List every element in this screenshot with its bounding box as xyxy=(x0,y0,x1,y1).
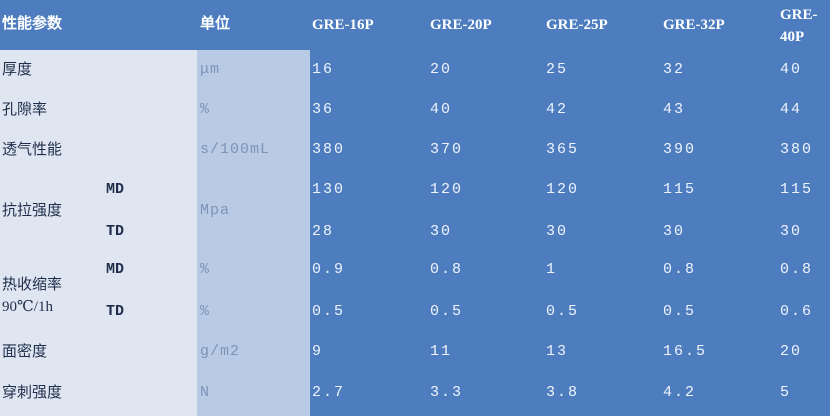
cell-value: 43 xyxy=(663,101,686,118)
unit: % xyxy=(200,101,211,118)
row-label: 抗拉强度 xyxy=(2,203,63,219)
header-label: GRE-20P xyxy=(430,17,492,33)
cell-value: 4.2 xyxy=(663,384,697,401)
row-label: 穿刺强度 xyxy=(2,385,63,401)
row-label: 面密度 xyxy=(2,344,48,360)
unit: Mpa xyxy=(200,202,231,219)
cell-value: 0.6 xyxy=(780,303,814,320)
row-label: 热收缩率 xyxy=(2,277,63,293)
cell-value: 30 xyxy=(546,223,569,240)
cell-value: 120 xyxy=(546,181,580,198)
cell-value: 36 xyxy=(312,101,335,118)
cell-value: 44 xyxy=(780,101,803,118)
unit: % xyxy=(200,303,211,320)
cell-value: 20 xyxy=(780,343,803,360)
cell-value: 0.8 xyxy=(663,261,697,278)
header-label: GRE-32P xyxy=(663,17,725,33)
cell-value: 1 xyxy=(546,261,558,278)
cell-value: 30 xyxy=(663,223,686,240)
row-label: 厚度 xyxy=(2,62,33,78)
row-label: 孔隙率 xyxy=(2,102,48,118)
header-label: GRE-16P xyxy=(312,17,374,33)
cell-value: 370 xyxy=(430,141,464,158)
cell-value: 3.3 xyxy=(430,384,464,401)
sub-label: MD xyxy=(106,181,125,198)
cell-value: 42 xyxy=(546,101,569,118)
cell-value: 25 xyxy=(546,61,569,78)
cell-value: 3.8 xyxy=(546,384,580,401)
cell-value: 120 xyxy=(430,181,464,198)
cell-value: 380 xyxy=(780,141,814,158)
cell-value: 0.5 xyxy=(546,303,580,320)
cell-value: 0.5 xyxy=(430,303,464,320)
unit: N xyxy=(200,384,211,401)
cell-value: 0.8 xyxy=(780,261,814,278)
cell-value: 115 xyxy=(663,181,697,198)
sub-label: TD xyxy=(106,303,125,320)
cell-value: 5 xyxy=(780,384,792,401)
header-label: GRE-40P xyxy=(780,7,818,45)
cell-value: 20 xyxy=(430,61,453,78)
sub-label: TD xyxy=(106,223,125,240)
cell-value: 16.5 xyxy=(663,343,708,360)
unit: μm xyxy=(200,61,221,78)
header-label: 性能参数 xyxy=(2,16,63,32)
cell-value: 40 xyxy=(780,61,803,78)
property-column xyxy=(0,50,197,416)
cell-value: 115 xyxy=(780,181,814,198)
header-label: 单位 xyxy=(200,16,231,32)
cell-value: 380 xyxy=(312,141,346,158)
cell-value: 365 xyxy=(546,141,580,158)
cell-value: 30 xyxy=(780,223,803,240)
cell-value: 11 xyxy=(430,343,453,360)
unit-column xyxy=(197,50,310,416)
cell-value: 0.9 xyxy=(312,261,346,278)
cell-value: 0.5 xyxy=(312,303,346,320)
cell-value: 32 xyxy=(663,61,686,78)
cell-value: 0.8 xyxy=(430,261,464,278)
unit: s/100mL xyxy=(200,141,271,158)
cell-value: 130 xyxy=(312,181,346,198)
cell-value: 40 xyxy=(430,101,453,118)
cell-value: 30 xyxy=(430,223,453,240)
row-label: 透气性能 xyxy=(2,142,63,158)
unit: % xyxy=(200,261,211,278)
row-label: 90℃/1h xyxy=(2,299,53,315)
cell-value: 13 xyxy=(546,343,569,360)
cell-value: 0.5 xyxy=(663,303,697,320)
cell-value: 2.7 xyxy=(312,384,346,401)
sub-label: MD xyxy=(106,261,125,278)
unit: g/m2 xyxy=(200,343,241,360)
header-label: GRE-25P xyxy=(546,17,608,33)
cell-value: 16 xyxy=(312,61,335,78)
cell-value: 390 xyxy=(663,141,697,158)
cell-value: 9 xyxy=(312,343,324,360)
cell-value: 28 xyxy=(312,223,335,240)
